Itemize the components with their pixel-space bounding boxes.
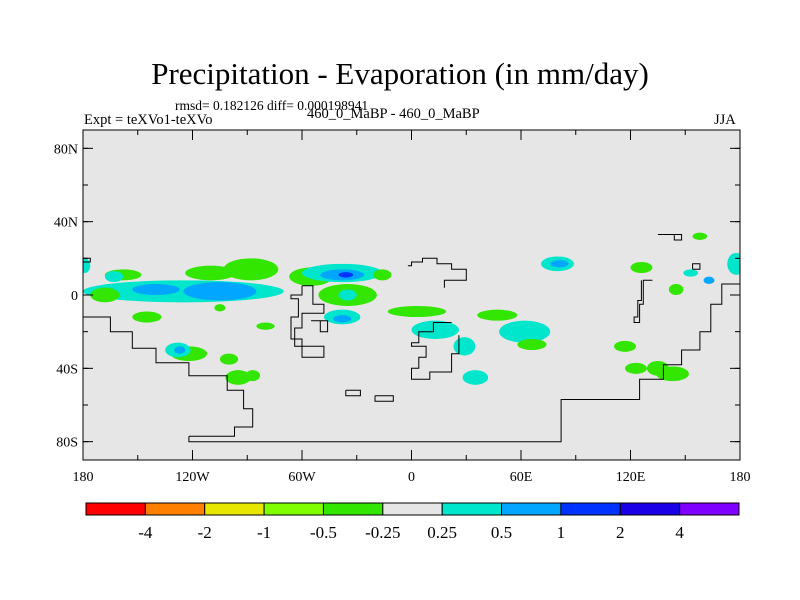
anomaly-equatorial-pacific-core [183,282,257,301]
axis-ticks: 180 120W 60W 0 60E 120E 180 80N 40N 0 40S 80S [54,130,751,485]
x-tick-label: 180 [730,470,751,485]
anomaly-india-green [517,339,547,350]
colorbar-label: -1 [257,523,271,542]
x-tick-label: 0 [408,470,415,485]
anomaly-mid-atlantic-green [256,322,275,330]
x-tick-label: 60W [288,470,316,485]
colorbar-label: 2 [616,523,625,542]
colorbar-swatch [144,502,206,516]
coastline-antarctic-ridge [83,316,254,437]
anomaly-east-atlantic-green [373,269,392,281]
coastline-africa-south [411,322,460,380]
y-tick-label: 80S [56,436,78,451]
coastline-antarctica-outline [188,283,740,443]
coastline-asia-east-outline [633,279,653,323]
coastline-asia-northeast [657,234,683,241]
coastline-island-south-1 [374,395,394,402]
colorbar-label: 0.5 [491,523,512,542]
colorbar-label: -0.25 [365,523,400,542]
colorbar: -4 -2 -1 -0.5 -0.25 0.25 0.5 1 2 4 [85,502,740,542]
anomaly-southeast-green-2 [646,361,669,376]
anomaly-amazon-blue [333,315,352,323]
anomaly-south-pacific-blue [174,346,186,354]
anomaly-far-east-cyan [727,252,740,275]
coastline-layer [83,234,740,443]
colorbar-label: 1 [557,523,566,542]
y-tick-label: 40S [56,362,78,377]
colorbar-label: -0.5 [310,523,337,542]
x-tick-label: 120E [616,470,646,485]
anomaly-south-indian-green-2 [625,362,647,374]
anomaly-east-pacific-cyan-2 [683,269,699,277]
anomaly-south-pacific-green-4 [219,353,239,365]
anomaly-far-east-green [668,284,684,295]
y-tick-label: 80N [54,142,78,157]
coastline-africa-outline [407,257,467,288]
anomaly-indian-ocean-green [477,309,518,321]
coastline-south-america-outline [290,285,325,358]
colorbar-swatch [501,502,562,516]
anomaly-south-america-cyan [338,289,357,301]
anomaly-indian-ocean-cyan [499,320,551,343]
colorbar-swatch [560,502,621,516]
colorbar-label: -4 [138,523,153,542]
colorbar-swatch [322,502,384,516]
x-tick-label: 120W [175,470,210,485]
anomaly-north-america-green [223,258,279,281]
colorbar-swatch [204,502,265,516]
chart-title: Precipitation - Evaporation (in mm/day) [151,56,649,91]
anomaly-west-pacific-green-eq [90,287,120,303]
anomaly-west-pacific-cyan-1 [104,271,124,283]
x-tick-label: 60E [510,470,533,485]
coastline-small-islands [311,320,329,333]
anomaly-far-west-cyan [83,258,91,273]
anomaly-equatorial-pacific-east [132,284,180,295]
colorbar-swatch [679,502,740,516]
x-tick-label: 180 [73,470,94,485]
anomaly-atlantic-green-spot [214,304,226,312]
anomaly-far-east-blue [703,276,715,285]
colorbar-swatch [263,502,324,516]
anomaly-south-indian-green [614,340,636,352]
anomaly-east-pacific-blue-1 [550,260,569,268]
y-tick-label: 40N [54,216,78,231]
anomaly-east-pacific-green-1 [630,262,653,273]
coastline-island-south-2 [345,389,361,397]
season-label: JJA [714,112,736,128]
experiment-label: Expt = teXVo1-teXVo [84,112,213,128]
anomaly-africa-cyan [411,320,459,340]
anomaly-far-east-green-2 [692,232,708,240]
coastline-pacific-island-1 [692,263,701,270]
colorbar-swatch [382,502,443,516]
stats-line: rmsd= 0.182126 diff= 0.000198941 [175,98,369,113]
anomaly-africa-cyan-2 [453,337,476,356]
y-tick-label: 0 [71,289,78,304]
anomaly-north-atlantic-deep [338,272,354,278]
anomaly-southern-ocean-green [245,370,261,382]
anomaly-atlantic-green-south [387,306,447,317]
colorbar-label: 4 [675,523,684,542]
experiment-pair-label: 460_0_MaBP - 460_0_MaBP [307,106,480,122]
colorbar-label: -2 [198,523,212,542]
colorbar-label: 0.25 [427,523,457,542]
anomaly-south-pacific-green-1 [132,311,162,323]
anomaly-south-africa-cyan [462,370,489,385]
anomaly-south-pacific-green-3 [225,370,251,385]
colorbar-swatch [85,502,146,516]
colorbar-swatch [619,502,681,516]
colorbar-swatch [441,502,503,516]
